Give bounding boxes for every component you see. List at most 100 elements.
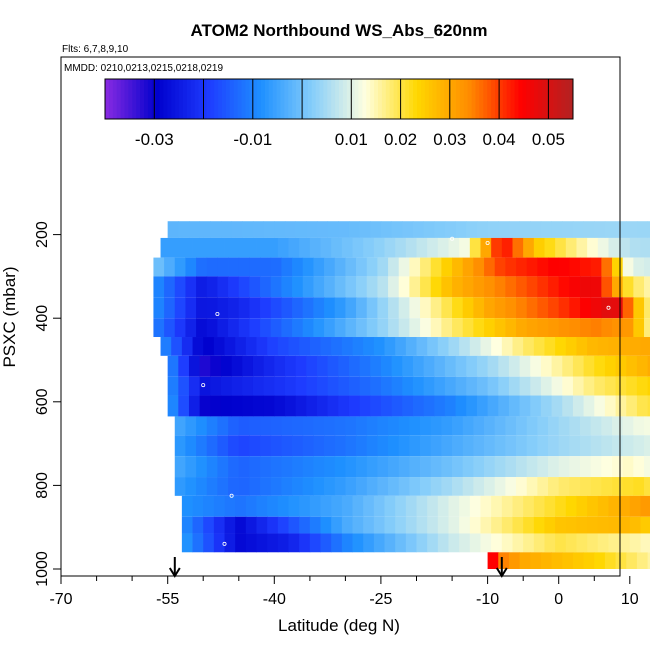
heatmap-cell [252, 355, 265, 377]
heatmap-cell [398, 297, 410, 319]
heatmap-cell [494, 456, 506, 478]
heatmap-cell [590, 257, 602, 277]
heatmap-cell [366, 477, 378, 496]
heatmap-cell [462, 416, 474, 436]
colorbar-swatch [514, 79, 519, 119]
heatmap-cell [551, 355, 563, 377]
heatmap-cell [238, 297, 250, 319]
heatmap-cell [402, 355, 414, 377]
heatmap-cell [516, 276, 528, 298]
colorbar-swatch [194, 79, 200, 119]
colorbar-swatch [179, 79, 184, 119]
heatmap-cell [331, 337, 343, 356]
heatmap-cell [636, 395, 648, 417]
heatmap-cell [462, 297, 474, 319]
heatmap-cell [437, 495, 449, 517]
heatmap-cell [299, 495, 311, 517]
heatmap-cell [267, 533, 279, 553]
colorbar-swatch [233, 79, 239, 119]
heatmap-cell [430, 416, 442, 436]
heatmap-cell [487, 355, 499, 377]
heatmap-cell [583, 221, 595, 238]
heatmap-cell [484, 416, 496, 436]
colorbar-swatch [268, 79, 274, 119]
heatmap-cell [391, 395, 403, 417]
heatmap-cell [459, 516, 471, 534]
heatmap-cell [167, 376, 179, 396]
flight-arrows [168, 557, 508, 578]
heatmap-cell [629, 495, 641, 517]
heatmap-cell [501, 533, 513, 553]
heatmap-cell [395, 533, 407, 553]
heatmap-cell [633, 276, 645, 298]
heatmap-cell [508, 355, 520, 377]
colorbar-swatch [167, 79, 172, 119]
heatmap-cell [505, 435, 517, 457]
heatmap-cell [480, 495, 492, 517]
heatmap-cell [295, 395, 307, 417]
colorbar-swatch [569, 79, 574, 119]
heatmap-cell [398, 276, 410, 298]
heatmap-cell [220, 221, 233, 238]
x-tick-label: -40 [263, 591, 286, 608]
heatmap-cell [452, 456, 464, 478]
colorbar-swatch [225, 79, 231, 119]
heatmap-cell [569, 318, 581, 338]
heatmap-cell [178, 221, 190, 238]
heatmap-cell [192, 495, 204, 517]
heatmap-cell [647, 221, 650, 238]
heatmap-cell [217, 257, 229, 277]
heatmap-cell [459, 495, 471, 517]
heatmap-cell [437, 337, 449, 356]
heatmap-cell [576, 337, 588, 356]
heatmap-cell [338, 355, 350, 377]
heatmap-cell [405, 237, 417, 258]
heatmap-cell [185, 416, 197, 436]
heatmap-cell [420, 257, 432, 277]
heatmap-cell [409, 276, 421, 298]
heatmap-cell [427, 337, 439, 356]
heatmap-cell [523, 337, 535, 356]
colorbar-swatch [284, 79, 289, 119]
heatmap-cell [359, 355, 371, 377]
heatmap-cell [544, 495, 556, 517]
heatmap-cell [622, 456, 634, 478]
heatmap-cell [420, 416, 432, 436]
heatmap-cell [334, 456, 346, 478]
heatmap-cell [580, 435, 592, 457]
heatmap-cell [334, 297, 346, 319]
dates-note: MMDD: 0210,0213,0215,0218,0219 [64, 63, 223, 74]
y-tick-label: 200 [34, 221, 51, 248]
heatmap-cell [345, 297, 357, 319]
colorbar-swatch [183, 79, 188, 119]
colorbar-swatch [452, 79, 457, 119]
heatmap-cell [196, 477, 208, 496]
x-tick-label: -70 [49, 591, 72, 608]
heatmap-cell [526, 477, 538, 496]
colorbar-swatch [292, 79, 297, 119]
heatmap-cell [284, 221, 297, 238]
heatmap-cell [388, 318, 400, 338]
heatmap-cell [196, 416, 208, 436]
heatmap-cell [377, 477, 389, 496]
heatmap-cell [249, 456, 261, 478]
heatmap-cell [626, 376, 638, 396]
heatmap-cell [558, 456, 570, 478]
colorbar-swatch [370, 79, 375, 119]
heatmap-cell [324, 297, 336, 319]
heatmap-cell [487, 221, 499, 238]
heatmap-cell [604, 376, 616, 396]
heatmap-cell [523, 237, 535, 258]
heatmap-cell [316, 355, 329, 377]
heatmap-cell [427, 237, 439, 258]
heatmap-cell [558, 477, 570, 496]
heatmap-cell [473, 456, 485, 478]
heatmap-cell [235, 516, 247, 534]
heatmap-cell [377, 416, 389, 436]
heatmap-cell [551, 221, 563, 238]
heatmap-cell [462, 435, 474, 457]
heatmap-cell [245, 337, 257, 356]
heatmap-cell [228, 477, 240, 496]
heatmap-cell [306, 376, 318, 396]
heatmap-cell [544, 533, 556, 553]
